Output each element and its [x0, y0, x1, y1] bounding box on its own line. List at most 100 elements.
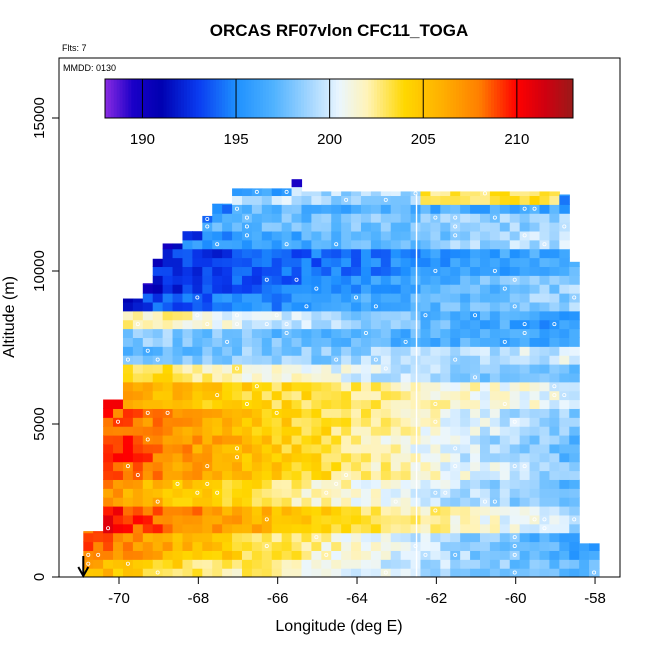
heatmap-cell	[489, 222, 501, 232]
heatmap-cell	[192, 301, 203, 312]
heatmap-cell	[311, 328, 322, 338]
sample-marker	[116, 419, 121, 424]
heatmap-cell	[202, 222, 213, 232]
heatmap-cell	[539, 266, 551, 276]
heatmap-cell	[489, 479, 501, 489]
heatmap-cell	[509, 408, 521, 418]
heatmap-cell	[311, 506, 322, 516]
heatmap-cell	[261, 266, 273, 276]
heatmap-cell	[400, 559, 412, 569]
sample-marker	[423, 313, 428, 318]
heatmap-cell	[370, 195, 382, 205]
heatmap-cell	[212, 266, 223, 276]
heatmap-cell	[192, 408, 203, 418]
heatmap-cell	[212, 390, 223, 401]
sample-marker	[413, 191, 418, 196]
heatmap-cell	[132, 550, 144, 560]
heatmap-cell	[440, 506, 451, 516]
heatmap-cell	[311, 461, 322, 472]
heatmap-cell	[539, 328, 551, 338]
heatmap-cell	[480, 310, 491, 321]
heatmap-cell	[192, 337, 203, 347]
heatmap-cell	[331, 248, 342, 259]
heatmap-cell	[460, 319, 471, 330]
colorbar-segment	[403, 79, 407, 118]
heatmap-cell	[182, 390, 193, 401]
colorbar-segment	[306, 79, 311, 118]
heatmap-cell	[489, 426, 501, 436]
heatmap-cell	[360, 319, 372, 330]
heatmap-cell	[261, 284, 273, 294]
heatmap-cell	[182, 452, 193, 463]
heatmap-cell	[480, 191, 491, 197]
colorbar-segment	[125, 79, 129, 118]
heatmap-cell	[212, 284, 223, 294]
heatmap-cell	[172, 559, 184, 569]
heatmap-cell	[420, 461, 432, 472]
heatmap-cell	[212, 204, 223, 214]
heatmap-cell	[559, 337, 570, 347]
colorbar-segment	[467, 79, 472, 118]
heatmap-cell	[489, 310, 501, 321]
heatmap-cell	[509, 310, 521, 321]
heatmap-cell	[331, 488, 342, 498]
heatmap-cell	[103, 514, 114, 525]
heatmap-cell	[162, 443, 174, 454]
heatmap-cell	[261, 497, 273, 507]
heatmap-cell	[549, 550, 560, 560]
heatmap-cell	[331, 479, 342, 489]
heatmap-cell	[420, 248, 432, 259]
heatmap-cell	[519, 390, 531, 401]
heatmap-cell	[152, 470, 164, 480]
heatmap-cell	[370, 532, 382, 543]
heatmap-cell	[420, 479, 432, 489]
heatmap-cell	[93, 559, 104, 569]
heatmap-cell	[113, 435, 124, 445]
heatmap-cell	[470, 257, 481, 268]
heatmap-cell	[499, 213, 511, 223]
heatmap-cell	[519, 497, 531, 507]
colorbar-segment	[321, 79, 325, 118]
heatmap-cell	[261, 470, 273, 480]
heatmap-cell	[301, 497, 312, 507]
heatmap-cell	[529, 479, 541, 489]
heatmap-cell	[430, 461, 441, 472]
heatmap-cell	[440, 541, 451, 551]
heatmap-cell	[291, 443, 303, 454]
heatmap-cell	[301, 443, 312, 454]
heatmap-cell	[420, 452, 432, 463]
heatmap-cell	[539, 310, 551, 321]
heatmap-cell	[83, 531, 94, 534]
heatmap-cell	[549, 470, 560, 480]
sample-marker	[195, 313, 200, 318]
heatmap-cell	[380, 319, 392, 330]
heatmap-cell	[291, 488, 303, 498]
heatmap-cell	[232, 452, 243, 463]
heatmap-cell	[172, 275, 184, 285]
heatmap-cell	[499, 337, 511, 347]
heatmap-cell	[400, 364, 412, 374]
heatmap-cell	[430, 257, 441, 268]
heatmap-cell	[152, 479, 164, 489]
heatmap-cell	[420, 310, 432, 321]
heatmap-cell	[132, 461, 144, 472]
heatmap-cell	[470, 355, 481, 365]
colorbar-segment	[198, 79, 203, 118]
heatmap-cell	[480, 532, 491, 543]
heatmap-cell	[122, 408, 134, 418]
heatmap-cell	[192, 426, 203, 436]
heatmap-cell	[113, 488, 124, 498]
heatmap-cell	[132, 488, 144, 498]
heatmap-cell	[321, 417, 332, 427]
colorbar-segment	[300, 79, 305, 118]
heatmap-cell	[480, 523, 491, 534]
heatmap-cell	[321, 372, 332, 383]
colorbar-frame	[104, 78, 574, 119]
heatmap-cell	[311, 435, 322, 445]
heatmap-cell	[559, 364, 570, 374]
heatmap-cell	[162, 284, 174, 294]
heatmap-cell	[470, 408, 481, 418]
heatmap-cell	[400, 301, 412, 312]
heatmap-cell	[162, 381, 174, 392]
heatmap-cell	[351, 213, 362, 223]
